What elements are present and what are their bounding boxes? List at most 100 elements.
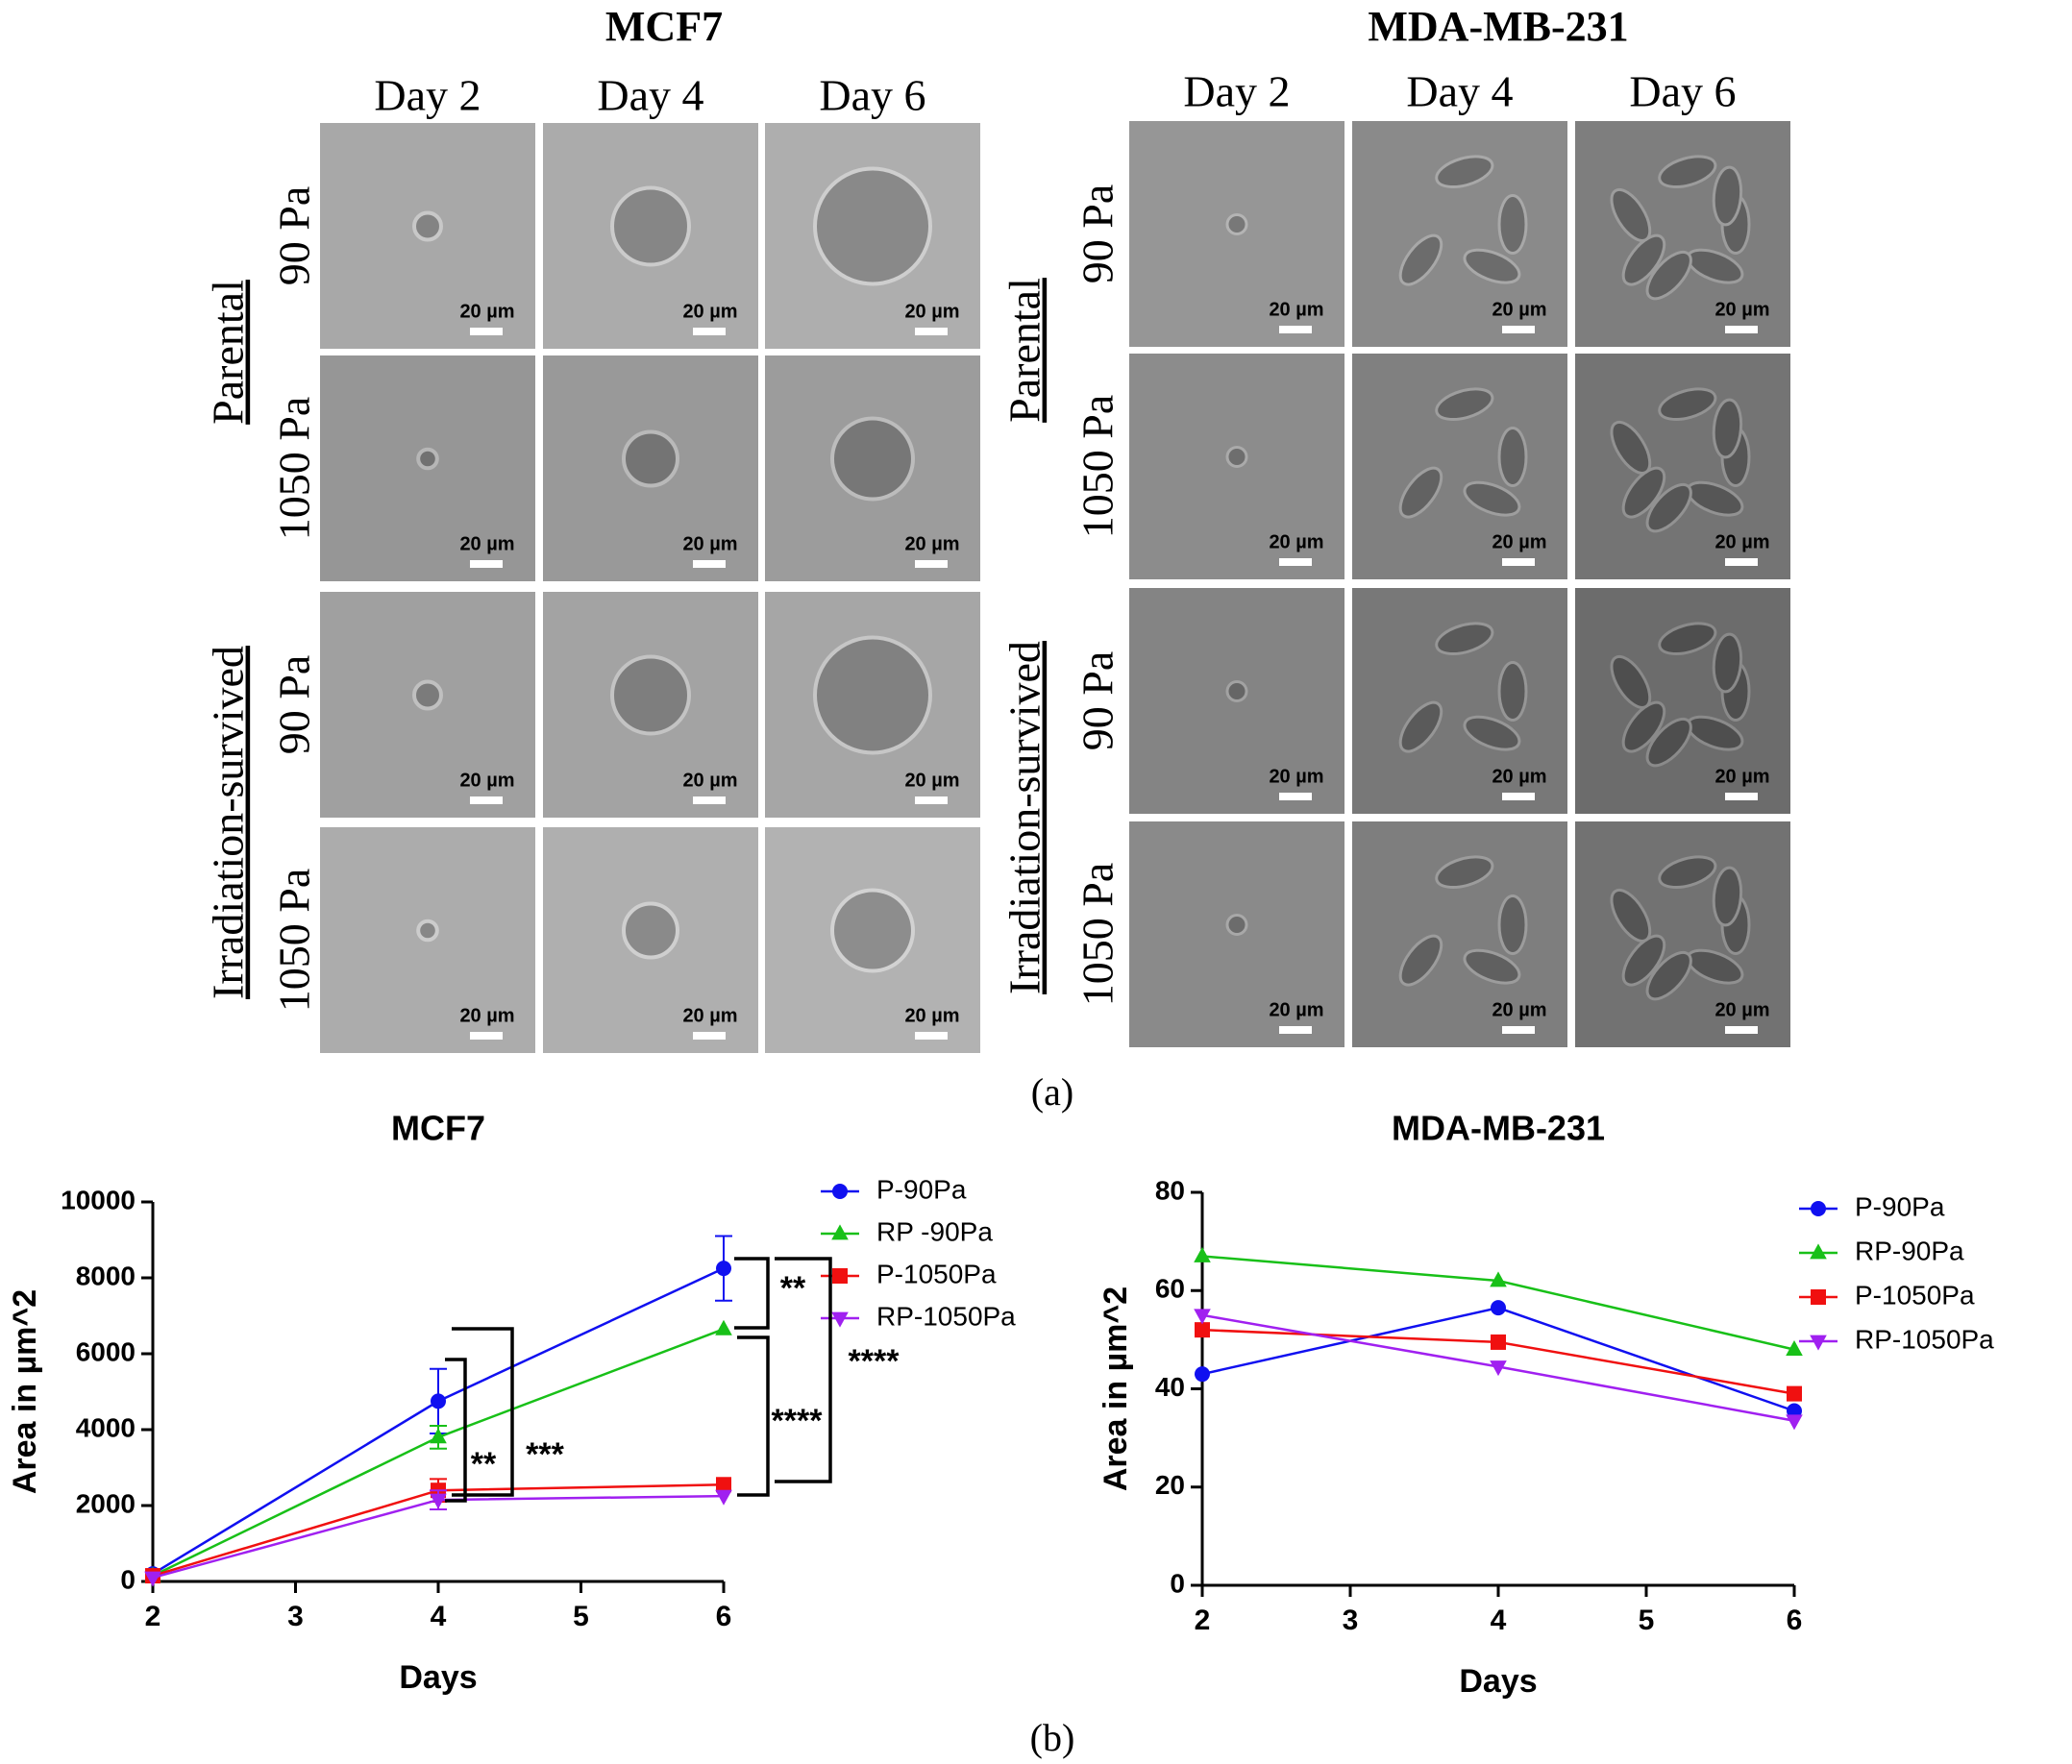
legend-marker bbox=[1810, 1335, 1827, 1351]
group-label: Irradiation-survived bbox=[1000, 641, 1049, 994]
scale-bar bbox=[693, 328, 726, 335]
day-label: Day 6 bbox=[819, 71, 925, 120]
spheroid bbox=[622, 429, 679, 488]
spheroid bbox=[416, 447, 439, 471]
cell bbox=[1497, 194, 1528, 255]
scale-bar-label: 20 µm bbox=[1714, 999, 1769, 1020]
legend-marker bbox=[831, 1311, 849, 1328]
y-tick-label: 8000 bbox=[76, 1261, 136, 1290]
data-point bbox=[1195, 1366, 1210, 1383]
cell bbox=[1225, 446, 1248, 468]
cell bbox=[1658, 387, 1717, 422]
y-tick-label: 6000 bbox=[76, 1336, 136, 1366]
cell bbox=[1463, 715, 1521, 751]
cell bbox=[1398, 934, 1443, 987]
legend-label: P-90Pa bbox=[876, 1174, 967, 1204]
cell bbox=[1712, 398, 1743, 459]
scale-bar-label: 20 µm bbox=[682, 533, 737, 554]
scale-bar-label: 20 µm bbox=[904, 301, 959, 322]
cell bbox=[1658, 155, 1717, 189]
cell bbox=[1463, 948, 1521, 985]
scale-bar-label: 20 µm bbox=[1269, 766, 1323, 787]
scale-bar-label: 20 µm bbox=[904, 770, 959, 791]
series-line bbox=[1201, 1306, 1795, 1412]
scale-bar bbox=[915, 796, 948, 804]
data-point bbox=[1786, 1414, 1803, 1431]
data-point bbox=[144, 1571, 161, 1587]
scale-bar bbox=[915, 1032, 948, 1040]
scale-bar-label: 20 µm bbox=[459, 301, 514, 322]
stiffness-label: 90 Pa bbox=[1073, 184, 1122, 284]
scale-bar-label: 20 µm bbox=[682, 301, 737, 322]
stiffness-label: 90 Pa bbox=[270, 655, 319, 755]
scale-bar-label: 20 µm bbox=[682, 770, 737, 791]
cell bbox=[1497, 427, 1528, 487]
stiffness-label: 1050 Pa bbox=[270, 869, 319, 1013]
legend-label: RP-1050Pa bbox=[1855, 1324, 1994, 1354]
scale-bar bbox=[1502, 1026, 1535, 1034]
group-label: Parental bbox=[204, 280, 253, 425]
significance-label: **** bbox=[849, 1343, 900, 1380]
scale-bar-label: 20 µm bbox=[1492, 299, 1546, 320]
cell bbox=[1497, 661, 1528, 722]
day-label: Day 2 bbox=[1183, 67, 1290, 116]
significance-label: *** bbox=[526, 1436, 564, 1473]
x-tick-label: 2 bbox=[1195, 1605, 1211, 1636]
significance-bracket bbox=[734, 1257, 770, 1330]
cell bbox=[1225, 213, 1248, 235]
scale-bar-label: 20 µm bbox=[459, 533, 514, 554]
stiffness-label: 90 Pa bbox=[1073, 651, 1122, 751]
y-tick-label: 0 bbox=[1170, 1568, 1185, 1598]
y-axis-label: Area in µm^2 bbox=[7, 1289, 43, 1494]
day-label: Day 6 bbox=[1629, 67, 1736, 116]
scale-bar-label: 20 µm bbox=[1714, 766, 1769, 787]
chart-title: MDA-MB-231 bbox=[1392, 1109, 1605, 1148]
scale-bar-label: 20 µm bbox=[1492, 531, 1546, 552]
y-tick-label: 10000 bbox=[61, 1185, 136, 1214]
scale-bar-label: 20 µm bbox=[1492, 999, 1546, 1020]
x-tick-label: 5 bbox=[573, 1601, 589, 1632]
scale-bar bbox=[1502, 326, 1535, 333]
data-point bbox=[1194, 1246, 1211, 1262]
cell bbox=[1645, 250, 1692, 301]
panel-caption: (b) bbox=[1030, 1716, 1075, 1759]
cell bbox=[1712, 632, 1743, 694]
scale-bar bbox=[1725, 793, 1758, 800]
data-point bbox=[1490, 1271, 1507, 1287]
data-point bbox=[430, 1493, 447, 1509]
scale-bar bbox=[1725, 326, 1758, 333]
scale-bar bbox=[1279, 326, 1312, 333]
cell bbox=[1658, 855, 1717, 890]
cell bbox=[1658, 622, 1717, 656]
spheroid bbox=[830, 888, 915, 973]
scale-bar-label: 20 µm bbox=[1714, 299, 1769, 320]
legend-marker bbox=[1811, 1201, 1826, 1216]
cell bbox=[1435, 855, 1494, 890]
chart-title: MCF7 bbox=[391, 1109, 485, 1148]
spheroid bbox=[610, 185, 691, 267]
spheroid bbox=[412, 210, 443, 242]
cell bbox=[1610, 187, 1652, 242]
panel-caption: (a) bbox=[1031, 1070, 1073, 1114]
scale-bar-label: 20 µm bbox=[904, 1005, 959, 1026]
scale-bar-label: 20 µm bbox=[1269, 299, 1323, 320]
stiffness-label: 1050 Pa bbox=[1073, 395, 1122, 539]
scale-bar bbox=[1279, 793, 1312, 800]
scale-bar bbox=[1725, 558, 1758, 566]
x-tick-label: 5 bbox=[1639, 1605, 1655, 1636]
cell bbox=[1610, 420, 1652, 475]
spheroid bbox=[610, 654, 691, 736]
scale-bar bbox=[1725, 1026, 1758, 1034]
significance-bracket bbox=[737, 1335, 770, 1497]
panel-title: MCF7 bbox=[605, 3, 723, 50]
x-tick-label: 4 bbox=[431, 1601, 447, 1632]
spheroid bbox=[622, 901, 679, 960]
significance-label: ** bbox=[471, 1446, 497, 1482]
scale-bar bbox=[1502, 793, 1535, 800]
scale-bar bbox=[693, 560, 726, 568]
scale-bar bbox=[693, 796, 726, 804]
cell bbox=[1621, 233, 1666, 286]
cell bbox=[1610, 654, 1652, 709]
cell bbox=[1610, 888, 1652, 943]
